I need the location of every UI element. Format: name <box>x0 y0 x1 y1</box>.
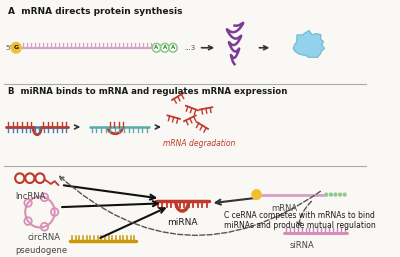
Text: lncRNA: lncRNA <box>16 192 46 201</box>
Text: A  mRNA directs protein synthesis: A mRNA directs protein synthesis <box>8 7 182 16</box>
Circle shape <box>343 193 346 196</box>
Text: pseudogene: pseudogene <box>15 246 67 255</box>
Circle shape <box>334 193 337 196</box>
Circle shape <box>330 193 332 196</box>
Text: mRNA degradation: mRNA degradation <box>163 139 235 148</box>
Circle shape <box>152 43 161 52</box>
Circle shape <box>252 190 261 199</box>
Text: circRNA: circRNA <box>27 233 60 242</box>
Circle shape <box>339 193 342 196</box>
Text: G: G <box>14 45 19 50</box>
Circle shape <box>325 193 328 196</box>
Circle shape <box>161 43 169 52</box>
Text: 5': 5' <box>5 45 11 51</box>
Text: A: A <box>163 45 167 50</box>
Text: ...3: ...3 <box>184 45 195 51</box>
Text: C ceRNA competes with mRNAs to bind
miRNAs and produce mutual regulation: C ceRNA competes with mRNAs to bind miRN… <box>224 211 376 231</box>
Text: mRNA: mRNA <box>271 204 297 213</box>
Text: B  miRNA binds to mRNA and regulates mRNA expression: B miRNA binds to mRNA and regulates mRNA… <box>8 87 287 96</box>
Text: miRNA: miRNA <box>167 218 198 227</box>
Text: A: A <box>154 45 159 50</box>
Circle shape <box>169 43 177 52</box>
Circle shape <box>11 42 21 53</box>
Text: A: A <box>171 45 175 50</box>
Polygon shape <box>293 31 324 57</box>
Text: siRNA: siRNA <box>290 241 315 250</box>
